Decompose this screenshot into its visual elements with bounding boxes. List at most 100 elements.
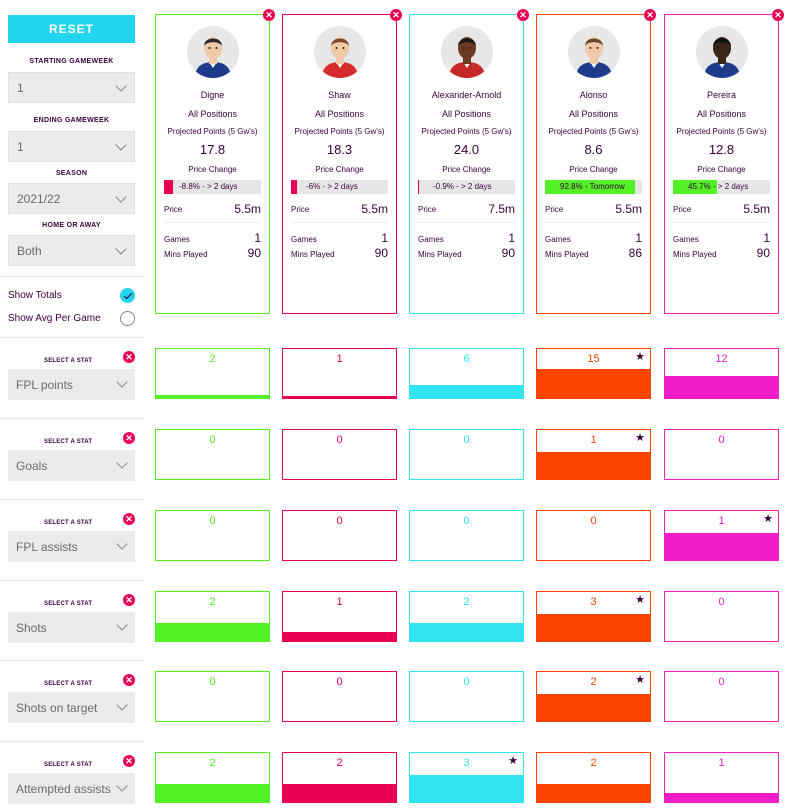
show-avg-toggle[interactable]: Show Avg Per Game <box>8 311 135 327</box>
stat-value: 1 <box>718 515 725 527</box>
select-stat-label: SELECT A STAT <box>44 439 93 445</box>
close-icon[interactable]: ✕ <box>123 594 135 606</box>
projected-points-value: 8.6 <box>584 142 603 157</box>
positions-label: All Positions <box>696 109 747 119</box>
stat-bar <box>665 375 778 398</box>
stat-value: 0 <box>463 434 470 446</box>
close-icon[interactable]: ✕ <box>123 513 135 525</box>
price-change-text: 45.7% - > 2 days <box>688 182 749 191</box>
mins-label: Mins Played <box>673 250 717 259</box>
stat-select[interactable]: Goals <box>8 450 135 481</box>
stat-value: 0 <box>590 515 597 527</box>
projected-points-label: Projected Points (5 Gw's) <box>294 127 385 136</box>
stat-value: 0 <box>718 676 725 688</box>
star-icon: ★ <box>635 351 645 363</box>
star-icon: ★ <box>763 513 773 525</box>
stat-value: 0 <box>336 676 343 688</box>
price-value: 5.5m <box>361 202 388 216</box>
price-change-label: Price Change <box>697 165 746 174</box>
stat-box: 6 <box>409 348 524 399</box>
divider <box>291 222 388 223</box>
divider <box>545 222 642 223</box>
close-icon[interactable]: ✕ <box>263 9 275 21</box>
player-card: ✕ Alexander-Arnold All Positions Projected … <box>409 9 529 314</box>
stat-value: 2 <box>209 596 216 608</box>
star-icon: ★ <box>635 674 645 686</box>
mins-value: 90 <box>374 246 388 260</box>
stat-bar <box>410 774 523 802</box>
player-card: ✕ Pereira All Positions Projected Points (5… <box>664 9 784 314</box>
stat-value: 6 <box>463 353 470 365</box>
stat-box: 0 <box>155 429 270 480</box>
starting-gameweek-select[interactable]: 1 <box>8 72 135 103</box>
price-value: 5.5m <box>615 202 642 216</box>
chevron-down-icon <box>116 699 128 711</box>
stat-bar <box>410 384 523 398</box>
radio-icon[interactable] <box>120 311 135 326</box>
stat-select[interactable]: FPL points <box>8 369 135 400</box>
season-select[interactable]: 2021/22 <box>8 183 135 214</box>
price-change-label: Price Change <box>188 165 237 174</box>
divider <box>0 660 145 661</box>
stat-box: 0 <box>664 671 779 722</box>
stat-box: 0 <box>536 510 651 561</box>
close-icon[interactable]: ✕ <box>644 9 656 21</box>
close-icon[interactable]: ✕ <box>123 674 135 686</box>
close-icon[interactable]: ✕ <box>772 9 784 21</box>
price-change-fill <box>164 180 173 194</box>
select-stat-label: SELECT A STAT <box>44 358 93 364</box>
projected-points-value: 24.0 <box>453 142 480 157</box>
close-icon[interactable]: ✕ <box>517 9 529 21</box>
home-away-label: HOME OR AWAY <box>42 222 101 229</box>
starting-gameweek-label: STARTING GAMEWEEK <box>29 58 114 65</box>
close-icon[interactable]: ✕ <box>123 755 135 767</box>
mins-value: 90 <box>756 246 770 260</box>
games-label: Games <box>418 235 444 244</box>
stat-select[interactable]: Shots <box>8 612 135 643</box>
stat-box: 1 <box>664 752 779 803</box>
price-label: Price <box>291 205 310 214</box>
player-card: ✕ Alonso All Positions Projected Points (5 … <box>536 9 656 314</box>
stat-box: 2 <box>155 348 270 399</box>
starting-gameweek-value: 1 <box>17 80 24 95</box>
avatar <box>314 26 366 78</box>
divider <box>673 222 770 223</box>
show-totals-toggle[interactable]: Show Totals <box>8 288 135 304</box>
stat-select[interactable]: Attempted assists <box>8 773 135 804</box>
price-change-text: -8.8% - > 2 days <box>179 182 238 191</box>
projected-points-label: Projected Points (5 Gw's) <box>167 127 258 136</box>
stat-select[interactable]: Shots on target <box>8 692 135 723</box>
divider <box>0 337 145 338</box>
chevron-down-icon <box>115 80 127 92</box>
projected-points-label: Projected Points (5 Gw's) <box>676 127 767 136</box>
stat-select[interactable]: FPL assists <box>8 531 135 562</box>
games-value: 1 <box>763 231 770 245</box>
stat-select-value: FPL assists <box>16 539 78 554</box>
stat-box: 0 <box>409 671 524 722</box>
checkmark-icon[interactable] <box>120 288 135 303</box>
stat-box: 12 <box>664 348 779 399</box>
games-value: 1 <box>635 231 642 245</box>
reset-button[interactable]: RESET <box>8 15 135 43</box>
price-change-text: -6% - > 2 days <box>306 182 358 191</box>
ending-gameweek-select[interactable]: 1 <box>8 131 135 162</box>
close-icon[interactable]: ✕ <box>123 432 135 444</box>
price-change-bar: -0.9% - > 2 days <box>418 180 515 194</box>
stat-box: 1 <box>282 348 397 399</box>
home-away-value: Both <box>17 243 42 258</box>
stat-value: 2 <box>463 596 470 608</box>
star-icon: ★ <box>635 432 645 444</box>
home-away-select[interactable]: Both <box>8 235 135 266</box>
ending-gameweek-label: ENDING GAMEWEEK <box>33 117 110 124</box>
stat-box: 3 ★ <box>536 591 651 642</box>
stat-box: 0 <box>409 510 524 561</box>
stat-bar <box>665 792 778 802</box>
chevron-down-icon <box>116 538 128 550</box>
close-icon[interactable]: ✕ <box>123 351 135 363</box>
price-label: Price <box>673 205 692 214</box>
divider <box>0 276 145 277</box>
price-change-bar: -8.8% - > 2 days <box>164 180 261 194</box>
close-icon[interactable]: ✕ <box>390 9 402 21</box>
stat-value: 1 <box>718 757 725 769</box>
divider <box>0 499 145 500</box>
